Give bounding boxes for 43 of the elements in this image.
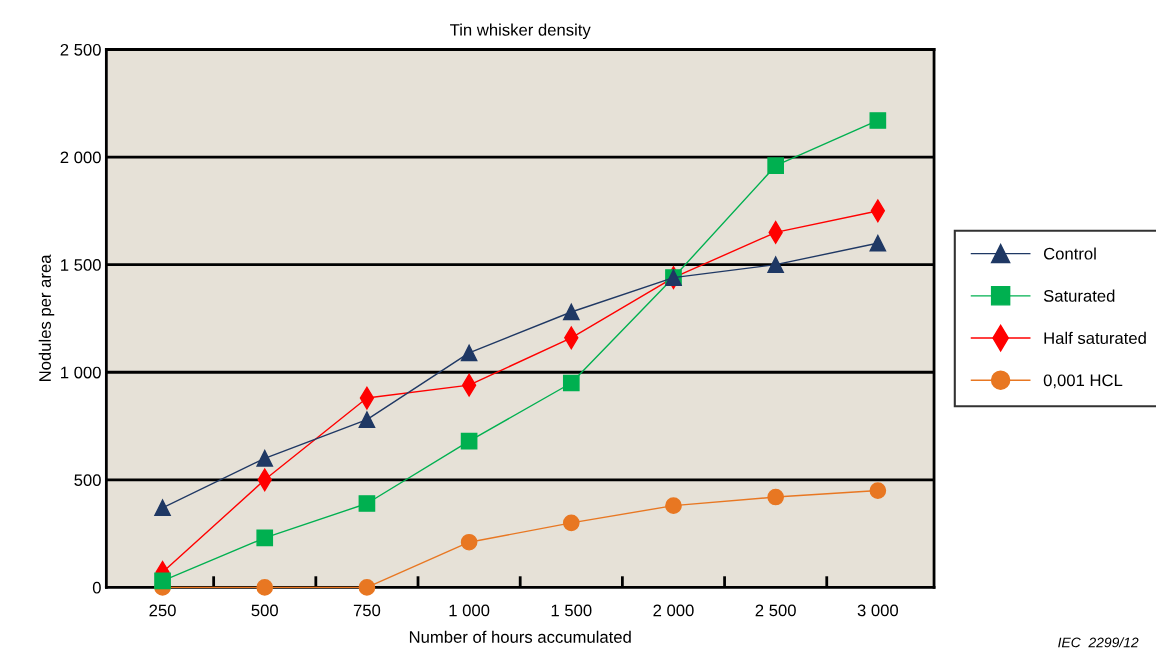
point [358, 495, 376, 512]
text: IEC 2299/12 [1058, 637, 1139, 648]
point [154, 499, 171, 517]
x-tick-label: 2 500 [755, 604, 796, 617]
y-tick-label: 500 [74, 474, 101, 487]
chart-title: Tin whisker density [450, 23, 591, 40]
point [256, 579, 274, 596]
point [767, 157, 784, 175]
legend-label: 0,001 HCL [1043, 374, 1123, 389]
point [562, 514, 580, 532]
x-tick-label: 750 [353, 604, 381, 617]
legend-label: Saturated [1043, 289, 1115, 302]
x-tick-label: 500 [251, 604, 278, 617]
x-axis-title: Number of hours accumulated [409, 630, 631, 643]
y-axis-title: Nodules per area [38, 254, 55, 382]
point [358, 411, 376, 428]
legend-label: Half saturated [1044, 331, 1146, 345]
point [869, 482, 887, 499]
point [767, 256, 784, 273]
point [869, 112, 887, 129]
point [460, 344, 478, 362]
point [256, 449, 274, 467]
y-tick-label: 2 500 [60, 43, 101, 56]
point [358, 579, 376, 596]
y-tick-label: 1 000 [61, 366, 101, 379]
point [460, 432, 478, 450]
point [562, 374, 580, 392]
point [562, 303, 580, 321]
point [460, 533, 478, 551]
y-tick-label: 1 500 [61, 259, 101, 271]
y-tick-label: 0 [92, 581, 101, 594]
x-tick-label: 3 000 [857, 604, 899, 617]
x-tick-label: 1 000 [449, 604, 490, 617]
y-tick-label: 2 000 [60, 151, 101, 164]
x-tick-label: 250 [149, 604, 176, 617]
point [767, 488, 784, 506]
point [665, 497, 682, 514]
legend-label: Control [1043, 247, 1096, 260]
point [869, 234, 887, 252]
x-tick-label: 2 000 [653, 604, 694, 617]
point [154, 572, 171, 590]
x-tick-label: 1 500 [551, 604, 592, 617]
point [256, 529, 274, 547]
